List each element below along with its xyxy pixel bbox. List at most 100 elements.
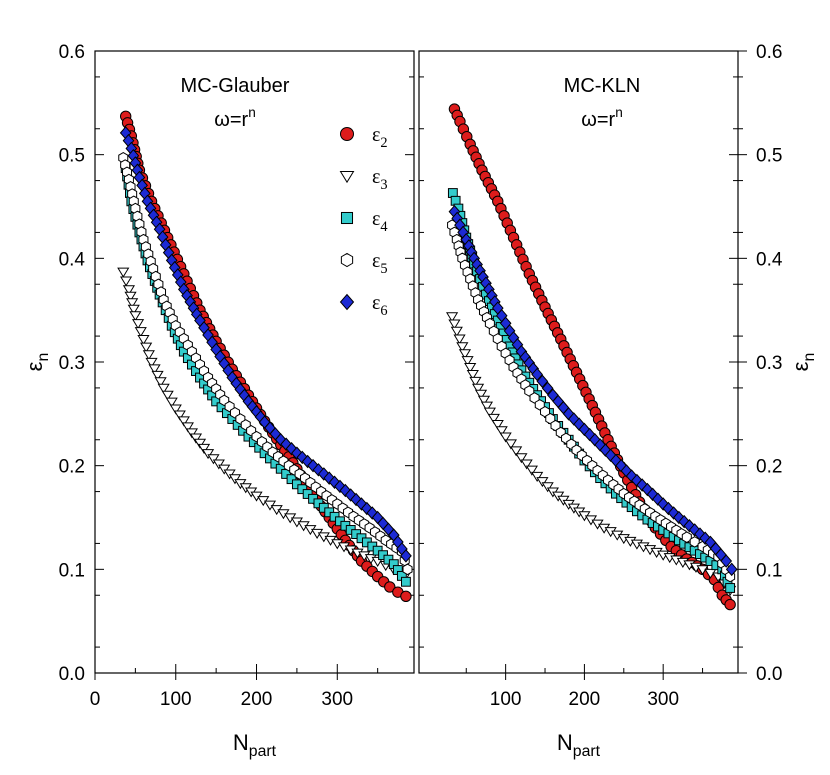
data-point [142, 350, 155, 361]
data-point [534, 399, 545, 411]
x-axis-title: Npart [233, 730, 277, 760]
data-point [157, 383, 170, 394]
panel-mc-glauber: 0.0 0.1 0.2 0.3 0.4 0.5 0.6 0 100 200 300 Npart εn MC… [22, 42, 415, 760]
y-tick-label: 0.4 [756, 249, 783, 270]
data-point [495, 426, 508, 437]
panel-subtitle: ω=rn [214, 105, 256, 131]
data-point [401, 576, 411, 587]
data-point [631, 473, 643, 488]
data-point [127, 304, 140, 315]
data-point [148, 364, 161, 375]
data-point [137, 335, 150, 346]
data-point [140, 342, 153, 353]
data-point [641, 482, 654, 497]
data-point [223, 469, 236, 480]
data-point [681, 531, 692, 543]
data-point [339, 483, 352, 498]
legend-marker [339, 293, 355, 311]
x-tick-label: 0 [90, 689, 101, 710]
y-tick-label: 0.4 [59, 249, 86, 270]
data-point [197, 443, 211, 454]
data-point [725, 583, 736, 593]
data-point [483, 407, 496, 418]
x-tick-label: 200 [241, 689, 273, 710]
data-point [173, 410, 186, 421]
panel-subtitle: ω=rn [581, 105, 623, 131]
data-point [504, 439, 517, 450]
data-point [384, 581, 396, 593]
data-point [161, 390, 174, 401]
data-point [328, 475, 341, 489]
data-point [568, 412, 580, 426]
y-axis-title: εn [22, 353, 52, 372]
y-tick-label: 0.5 [756, 146, 782, 167]
data-point [286, 474, 297, 485]
data-point [334, 479, 346, 494]
data-point [487, 413, 500, 424]
data-point [218, 464, 231, 475]
data-point [212, 459, 225, 470]
x-tick-label: 100 [160, 689, 192, 710]
data-point [515, 453, 528, 464]
legend-label: ε5 [372, 250, 388, 277]
data-point [520, 459, 533, 470]
data-point [474, 389, 488, 400]
data-point [673, 510, 685, 525]
data-point [594, 438, 607, 452]
data-point [604, 448, 617, 463]
data-point [456, 342, 469, 353]
y-tick-label: 0.5 [59, 146, 85, 167]
x-tick-label: 300 [321, 689, 353, 710]
data-point [122, 285, 136, 296]
y-tick-label: 0.3 [59, 353, 85, 374]
legend-marker [340, 211, 354, 225]
data-point [129, 311, 142, 322]
legend-label: ε6 [372, 292, 388, 319]
data-point [471, 383, 485, 394]
data-point [169, 404, 182, 415]
data-point [131, 319, 145, 330]
data-point [550, 419, 561, 432]
data-point [525, 465, 538, 476]
panel-title: MC-Glauber [181, 75, 290, 97]
data-point [228, 474, 242, 485]
legend-label: ε3 [372, 166, 388, 193]
data-point [510, 446, 523, 457]
data-point [720, 554, 733, 568]
data-point [280, 437, 292, 451]
data-point [541, 482, 554, 493]
legend-marker [340, 252, 354, 268]
data-point [461, 356, 474, 367]
data-point [445, 312, 459, 323]
data-point [312, 463, 325, 477]
data-point [134, 327, 147, 338]
y-tick-label: 0.2 [59, 457, 85, 478]
data-point [667, 506, 680, 520]
data-point [625, 469, 638, 483]
data-point [541, 381, 554, 396]
data-point [165, 397, 178, 408]
data-point [154, 377, 167, 388]
data-point [366, 506, 379, 520]
data-point [464, 363, 477, 374]
data-point [201, 449, 215, 460]
y-tick-label: 0.6 [59, 42, 85, 63]
y-tick-label: 0.1 [756, 560, 782, 581]
data-point [177, 416, 190, 427]
data-point [285, 441, 298, 456]
data-point [185, 428, 198, 439]
y-tick-label: 0.0 [756, 664, 782, 685]
data-point [466, 369, 479, 380]
legend-label: ε4 [372, 208, 388, 235]
y-tick-label: 0.0 [59, 664, 85, 685]
data-point [207, 454, 220, 465]
x-tick-label: 300 [647, 689, 679, 710]
panel-title: MC-KLN [564, 75, 641, 97]
data-point [307, 458, 319, 473]
data-point [531, 471, 544, 482]
data-point [120, 276, 133, 287]
data-point [453, 334, 466, 345]
data-point [477, 395, 491, 406]
data-point [562, 407, 575, 421]
